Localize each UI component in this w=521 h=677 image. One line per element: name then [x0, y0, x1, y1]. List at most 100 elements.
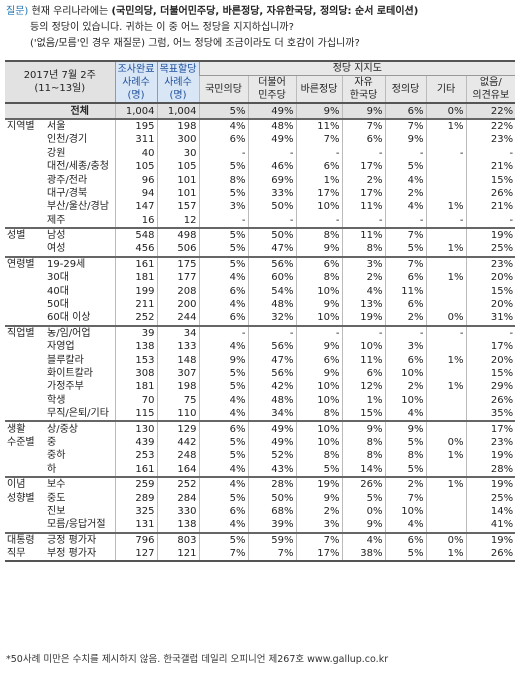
row-party-value: 4%: [198, 406, 249, 422]
row-sample-complete: 199: [114, 284, 158, 298]
row-party-value: 39%: [247, 518, 297, 533]
row-party-value: [425, 504, 467, 519]
row-party-value: [425, 366, 467, 381]
question-label: 질문): [6, 6, 29, 17]
row-party-value: 4%: [198, 475, 249, 492]
row-party-value: 23%: [465, 133, 516, 147]
row-party-value: 49%: [247, 133, 297, 147]
row-sample-target: 1,004: [156, 103, 200, 119]
row-sub-label: 블루칼라: [47, 354, 84, 366]
row-sample-complete: 127: [114, 546, 158, 563]
row-party-value: 15%: [465, 284, 516, 298]
header-party-0: 국민의당: [198, 75, 249, 105]
header-party-3: 자유 한국당: [341, 75, 386, 105]
row-sub-label: 자영업: [47, 341, 75, 353]
table-row: 40대 199 208 6% 54% 10% 4% 11% 15%: [5, 284, 516, 298]
row-party-value: 52%: [247, 449, 297, 463]
row-party-value: 13%: [341, 297, 386, 312]
row-party-value: 14%: [341, 462, 386, 477]
row-party-value: 3%: [341, 255, 386, 272]
row-party-value: 6%: [198, 420, 249, 436]
row-party-value: 7%: [384, 255, 427, 272]
row-party-value: -: [384, 146, 427, 160]
table-row: 50대 211 200 4% 48% 9% 13% 6% 20%: [5, 297, 516, 312]
row-party-value: 2%: [384, 475, 427, 492]
row-party-value: 10%: [295, 420, 343, 436]
row-party-value: 68%: [247, 504, 297, 519]
row-party-value: [425, 226, 467, 243]
row-party-value: -: [384, 324, 427, 341]
table-row: 여성 456 506 5% 47% 9% 8% 5% 1% 25%: [5, 242, 516, 257]
header-row-top: 2017년 7월 2주 (11~13일) 조사완료 사례수 (명) 목표할당 사…: [5, 59, 516, 105]
row-sample-target: 138: [156, 518, 200, 533]
row-sub-label: 보수: [45, 475, 116, 492]
row-party-value: 19%: [295, 475, 343, 492]
row-party-value: 3%: [295, 518, 343, 533]
row-party-value: -: [425, 146, 467, 160]
row-group-label: 수준별: [7, 436, 35, 448]
row-sub-label: 모름/응답거절: [47, 519, 106, 531]
row-group-label: [5, 407, 45, 421]
header-party-2: 바른정당: [295, 75, 343, 105]
row-group-label: 성별: [5, 226, 45, 243]
row-party-value: 6%: [295, 255, 343, 272]
row-party-value: 56%: [247, 366, 297, 381]
row-sample-complete: 796: [114, 531, 158, 547]
row-group-label: 직업별: [5, 324, 45, 341]
row-sample-target: 129: [156, 420, 200, 436]
row-sub-label: 광주/전라: [47, 174, 88, 186]
row-party-value: 12%: [341, 380, 386, 394]
row-party-value: 54%: [247, 284, 297, 298]
row-party-value: [425, 133, 467, 147]
row-group-label: 대통령: [5, 531, 45, 547]
row-sub-label: 하: [47, 463, 57, 475]
row-party-value: 6%: [341, 366, 386, 381]
row-party-value: 5%: [384, 159, 427, 174]
row-party-value: 6%: [384, 531, 427, 547]
row-group-label: 지역별: [5, 117, 45, 134]
row-group-label: 직무: [5, 546, 45, 563]
row-party-value: 32%: [247, 311, 297, 326]
table-row: 대전/세종/충청 105 105 5% 46% 6% 17% 5% 21%: [5, 159, 516, 174]
row-sub-label: 대전/세종/충청: [47, 161, 109, 173]
row-party-value: 7%: [384, 226, 427, 243]
row-party-value: 17%: [465, 340, 516, 354]
row-party-value: 10%: [295, 393, 343, 407]
row-party-value: 10%: [295, 435, 343, 450]
row-party-value: 5%: [341, 491, 386, 505]
row-party-value: 10%: [341, 340, 386, 354]
row-sample-complete: 138: [114, 340, 158, 354]
row-party-value: 48%: [247, 297, 297, 312]
table-row: 직업별 농/임/어업 39 34- - - - - - -: [5, 324, 516, 341]
table-row: 모름/응답거절 131 138 4% 39% 3% 9% 4% 41%: [5, 518, 516, 533]
row-party-value: 7%: [295, 531, 343, 547]
row-party-value: -: [341, 146, 386, 160]
row-party-value: 23%: [465, 435, 516, 450]
row-group-label: [5, 449, 45, 462]
row-party-value: 50%: [247, 200, 297, 214]
row-party-value: 4%: [198, 297, 249, 312]
row-party-value: [425, 255, 467, 272]
row-party-value: 50%: [247, 491, 297, 505]
row-party-value: 4%: [384, 518, 427, 533]
table-row: 연령별 19-29세 161 175 5% 56% 6% 3% 7% 23%: [5, 255, 516, 272]
row-party-value: 8%: [295, 406, 343, 422]
row-party-value: 9%: [384, 420, 427, 436]
row-party-value: 4%: [341, 284, 386, 298]
row-party-value: 6%: [384, 297, 427, 312]
row-party-value: 29%: [465, 380, 516, 394]
row-group-label: [5, 284, 45, 297]
table-row: 강원 40 30- - - - - - -: [5, 146, 516, 160]
row-party-value: 4%: [198, 340, 249, 354]
row-sample-target: 307: [156, 366, 200, 381]
row-party-value: 48%: [247, 393, 297, 407]
table-row: 직무 부정 평가자 127 121 7% 7% 17% 38% 5% 1% 26%: [5, 546, 516, 563]
row-party-value: 46%: [247, 159, 297, 174]
row-sample-target: 498: [156, 226, 200, 243]
row-sub-label: 중: [47, 436, 57, 448]
row-sample-target: 208: [156, 284, 200, 298]
row-group-label: 성향별: [7, 492, 35, 504]
row-party-value: 0%: [425, 311, 467, 326]
row-party-value: 10%: [295, 380, 343, 394]
row-group-label: [5, 518, 45, 532]
